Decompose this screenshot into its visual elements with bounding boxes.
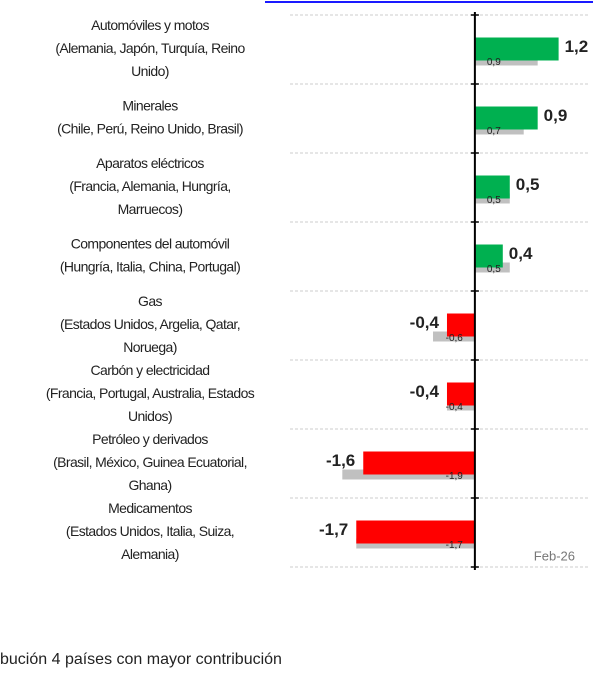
category-label: (Francia, Alemania, Hungría, bbox=[69, 178, 230, 194]
footer-text: bución 4 países con mayor contribución bbox=[0, 651, 282, 668]
category-label: (Estados Unidos, Argelia, Qatar, bbox=[60, 316, 240, 332]
category-label: Ghana) bbox=[128, 477, 171, 493]
category-label: Noruega) bbox=[123, 339, 177, 355]
value-label: -1,7 bbox=[319, 520, 348, 539]
value-label: -0,4 bbox=[410, 382, 440, 401]
category-label: Carbón y electricidad bbox=[91, 362, 210, 378]
category-label: Unidos) bbox=[128, 408, 172, 424]
value-label: 0,5 bbox=[516, 175, 540, 194]
category-label: (Hungría, Italia, China, Portugal) bbox=[60, 259, 240, 275]
category-label: Minerales bbox=[122, 98, 178, 114]
previous-label: -0,6 bbox=[446, 333, 464, 344]
category-label: (Estados Unidos, Italia, Suiza, bbox=[66, 523, 234, 539]
category-label: (Alemania, Japón, Turquía, Reino bbox=[55, 40, 245, 56]
previous-label: -1,7 bbox=[446, 540, 464, 551]
previous-label: 0,7 bbox=[487, 126, 501, 137]
category-label: (Brasil, México, Guinea Ecuatorial, bbox=[53, 454, 247, 470]
category-label: Petróleo y derivados bbox=[92, 431, 208, 447]
value-label: 0,9 bbox=[544, 106, 568, 125]
current-bar bbox=[363, 451, 475, 475]
value-label: -1,6 bbox=[326, 451, 355, 470]
category-label: (Chile, Perú, Reino Unido, Brasil) bbox=[57, 121, 243, 137]
category-label: Gas bbox=[138, 293, 162, 309]
category-label: Alemania) bbox=[121, 546, 179, 562]
previous-label: 0,9 bbox=[487, 57, 501, 68]
category-label: Aparatos eléctricos bbox=[96, 155, 204, 171]
previous-label: 0,5 bbox=[487, 264, 501, 275]
current-bar bbox=[446, 382, 475, 406]
value-label: 0,4 bbox=[509, 244, 533, 263]
previous-label: 0,5 bbox=[487, 195, 501, 206]
current-bar bbox=[474, 244, 503, 268]
category-label: Componentes del automóvil bbox=[71, 236, 230, 252]
value-label: -0,4 bbox=[410, 313, 440, 332]
annotation: Feb-26 bbox=[534, 548, 575, 563]
previous-label: -0,4 bbox=[446, 402, 464, 413]
previous-label: -1,9 bbox=[446, 471, 464, 482]
current-bar bbox=[474, 37, 559, 61]
current-bar bbox=[446, 313, 475, 337]
current-bar bbox=[356, 520, 475, 544]
current-bar bbox=[474, 175, 510, 199]
category-label: Marruecos) bbox=[118, 201, 183, 217]
category-label: (Francia, Portugal, Australia, Estados bbox=[46, 385, 255, 401]
current-bar bbox=[474, 106, 538, 130]
category-label: Automóviles y motos bbox=[91, 17, 209, 33]
category-label: Medicamentos bbox=[108, 500, 192, 516]
value-label: 1,2 bbox=[565, 37, 589, 56]
category-label: Unido) bbox=[131, 63, 169, 79]
